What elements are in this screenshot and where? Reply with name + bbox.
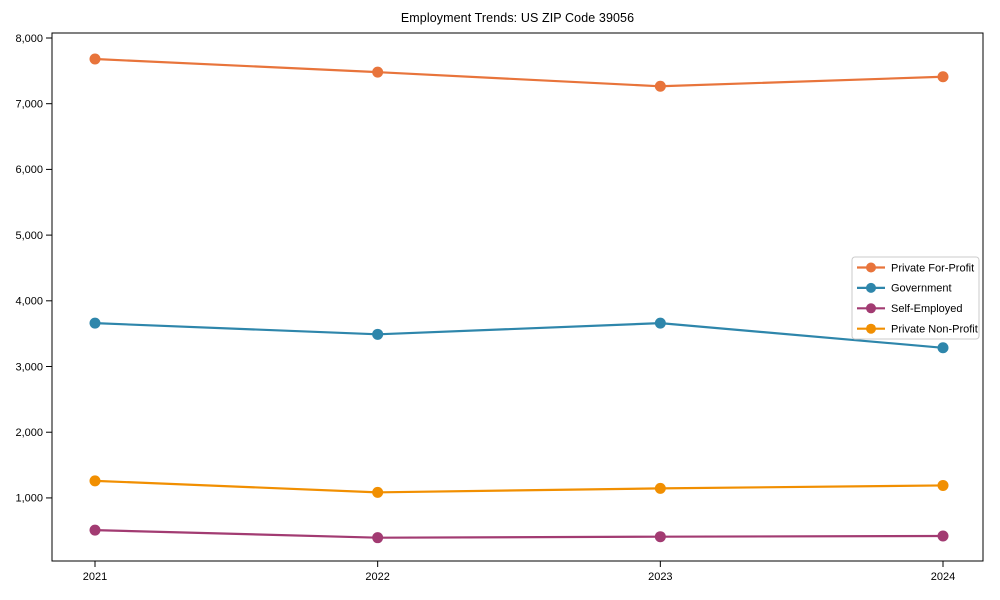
- y-axis-tick-label: 5,000: [15, 230, 43, 242]
- line-series-private-for-profit: [93, 57, 945, 88]
- data-point-self-employed: [654, 531, 666, 543]
- data-point-private-non-profit: [654, 482, 666, 494]
- y-axis-tick-label: 4,000: [15, 296, 43, 308]
- x-axis-tick-label: 2023: [648, 571, 672, 583]
- data-point-government: [372, 328, 384, 340]
- data-point-private-non-profit: [89, 475, 101, 487]
- data-point-government: [937, 342, 949, 354]
- data-point-government: [654, 317, 666, 329]
- data-point-private-for-profit: [372, 66, 384, 78]
- x-axis-tick-label: 2024: [931, 571, 955, 583]
- x-axis-tick-label: 2021: [83, 571, 107, 583]
- legend-label: Private Non-Profit: [891, 324, 978, 336]
- data-point-private-non-profit: [937, 479, 949, 491]
- legend-marker-icon: [866, 262, 876, 273]
- legend-marker-icon: [866, 282, 876, 293]
- y-axis-tick-label: 7,000: [15, 98, 43, 110]
- data-point-private-for-profit: [89, 53, 101, 65]
- y-axis-tick-label: 8,000: [15, 33, 43, 45]
- data-point-self-employed: [937, 530, 949, 542]
- y-axis-tick-label: 1,000: [15, 493, 43, 505]
- legend-label: Self-Employed: [891, 303, 963, 315]
- legend-marker-icon: [866, 303, 876, 314]
- data-point-self-employed: [89, 524, 101, 536]
- data-point-self-employed: [372, 532, 384, 544]
- y-axis-tick-label: 6,000: [15, 164, 43, 176]
- data-point-private-non-profit: [372, 486, 384, 498]
- legend-label: Private For-Profit: [891, 262, 974, 274]
- line-series-self-employed: [93, 529, 945, 539]
- x-axis-tick-label: 2022: [365, 571, 389, 583]
- data-point-private-for-profit: [937, 71, 949, 83]
- legend-box: [851, 256, 980, 340]
- y-axis-tick-label: 2,000: [15, 427, 43, 439]
- line-series-government: [93, 322, 945, 349]
- legend-marker-icon: [866, 323, 876, 334]
- plot-frame: [51, 32, 984, 562]
- y-axis-tick-label: 3,000: [15, 361, 43, 373]
- data-point-government: [89, 317, 101, 329]
- data-point-private-for-profit: [654, 80, 666, 92]
- chart-title: Employment Trends: US ZIP Code 39056: [400, 11, 635, 25]
- line-series-private-non-profit: [93, 479, 945, 494]
- legend-label: Government: [891, 283, 952, 295]
